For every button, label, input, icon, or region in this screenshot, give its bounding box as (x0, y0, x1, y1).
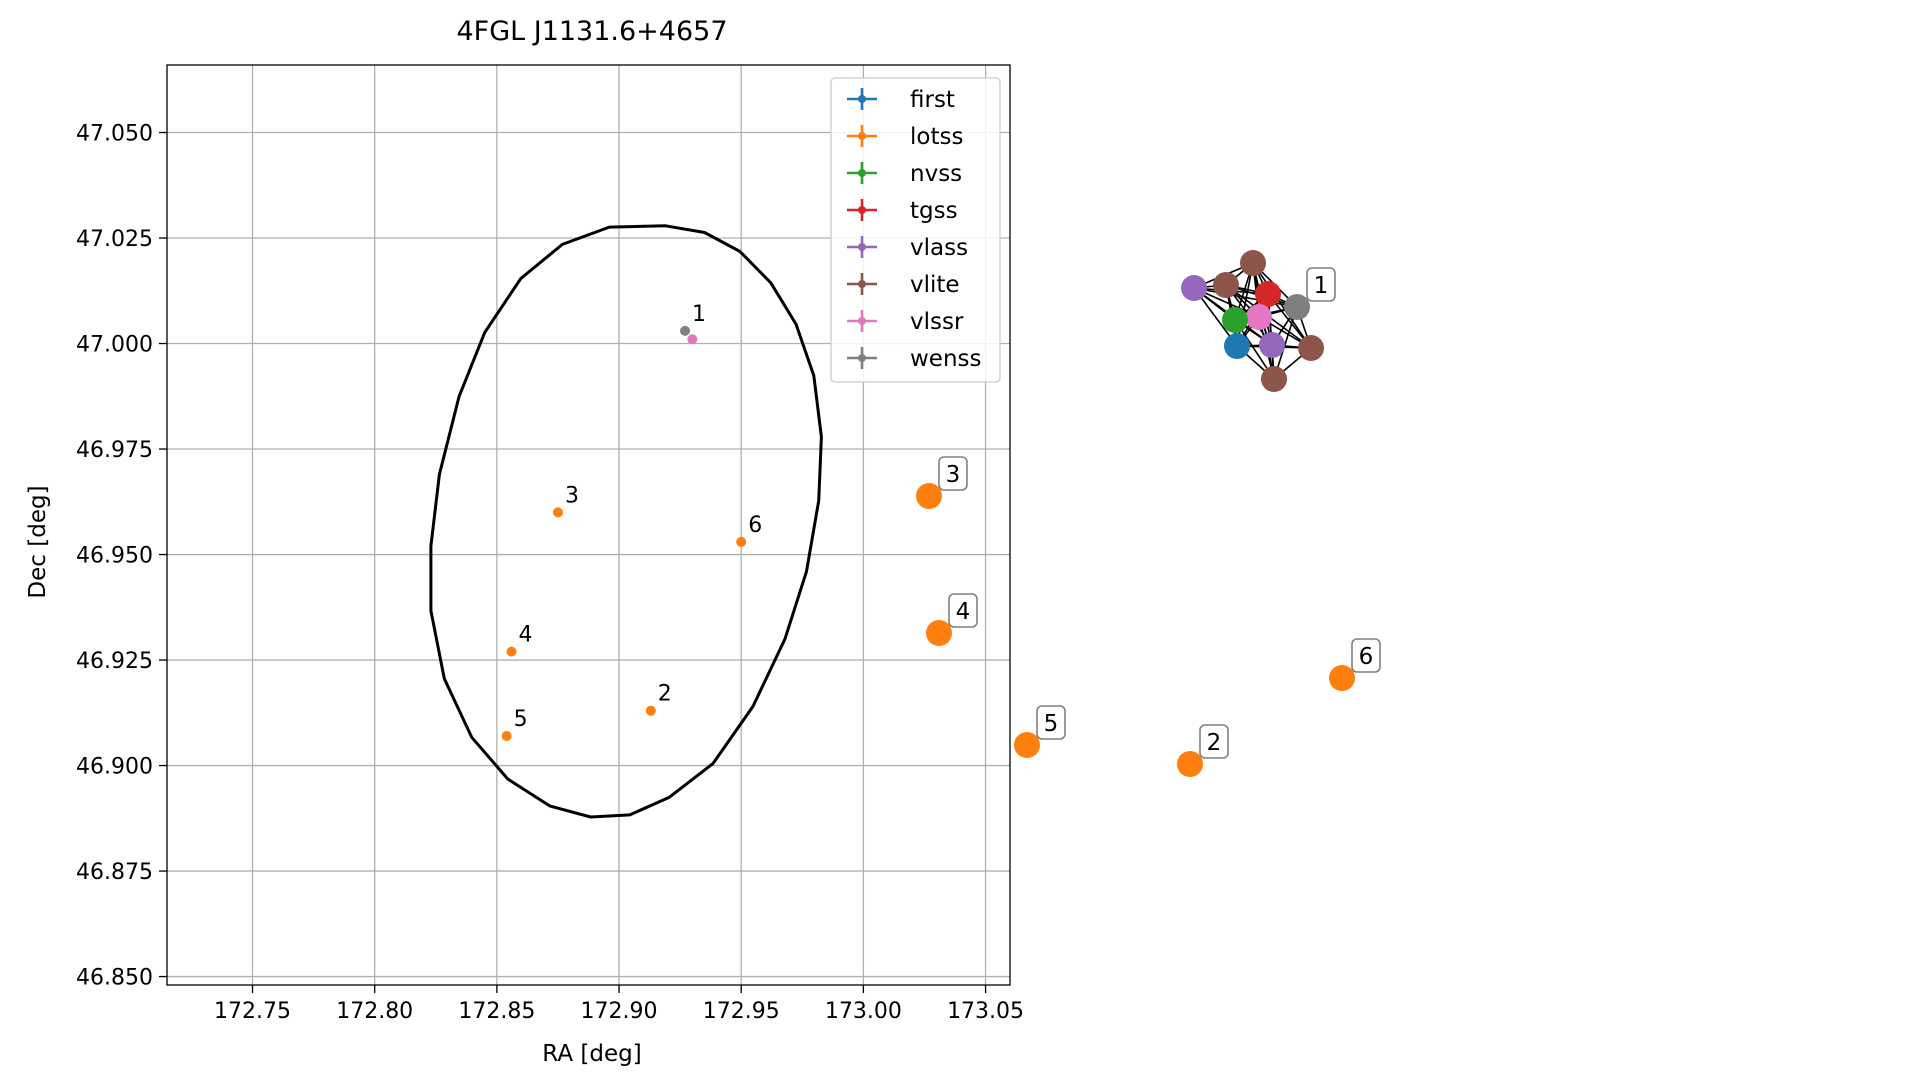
y-tick-label: 46.850 (76, 966, 153, 991)
node-label: 4 (956, 599, 971, 625)
y-axis-ticks: 46.850 46.875 46.900 46.925 46.950 46.975 47.0… (76, 122, 167, 991)
node-label: 6 (1359, 644, 1374, 670)
source-point-vlssr (687, 334, 697, 344)
scatter-points: 1 2 3 4 5 6 (502, 302, 763, 741)
uncertainty-ellipse (431, 226, 822, 817)
network-node-vlite (1298, 335, 1324, 361)
legend-marker-dot (858, 206, 866, 214)
network-node-first (1224, 333, 1250, 359)
scatter-plot: 1 2 3 4 5 6 172.75 172.80 172.85 172.90 172.95 173… (25, 16, 1024, 1067)
node-label: 2 (1207, 730, 1222, 756)
legend-marker-dot (858, 95, 866, 103)
network-node-wenss (1284, 294, 1310, 320)
y-tick-label: 46.900 (76, 755, 153, 780)
legend-label: vlass (910, 235, 968, 261)
network-node-vlssr (1246, 304, 1272, 330)
x-axis-ticks: 172.75 172.80 172.85 172.90 172.95 173.00 173.… (214, 985, 1024, 1024)
node-label: 1 (1314, 273, 1329, 299)
network-node-lotss (1177, 751, 1203, 777)
x-tick-label: 172.90 (581, 999, 658, 1024)
legend-marker-dot (858, 243, 866, 251)
x-tick-label: 173.05 (947, 999, 1024, 1024)
y-axis-label: Dec [deg] (25, 485, 51, 598)
source-point-lotss (502, 731, 512, 741)
y-tick-label: 46.950 (76, 544, 153, 569)
network-node-vlass (1181, 275, 1207, 301)
legend-label: tgss (910, 198, 958, 224)
legend-marker-dot (858, 280, 866, 288)
source-label: 2 (658, 682, 672, 707)
network-node-vlass (1259, 332, 1285, 358)
network-node-vlite (1213, 272, 1239, 298)
x-tick-label: 173.00 (825, 999, 902, 1024)
uncertainty-ellipse-layer (431, 226, 822, 817)
network-node-vlite (1261, 366, 1287, 392)
legend-marker-dot (858, 132, 866, 140)
legend-label: vlite (910, 272, 960, 298)
source-label: 1 (692, 302, 706, 327)
source-point-lotss (736, 537, 746, 547)
legend-label: wenss (910, 346, 982, 372)
source-label: 3 (565, 483, 579, 508)
legend-label: lotss (910, 124, 963, 150)
y-tick-label: 47.000 (76, 333, 153, 358)
legend-label: nvss (910, 161, 962, 187)
network-node-tgss (1255, 281, 1281, 307)
x-tick-label: 172.75 (214, 999, 291, 1024)
y-tick-label: 47.050 (76, 122, 153, 147)
legend-marker-dot (858, 169, 866, 177)
network-node-lotss (926, 620, 952, 646)
legend: first lotss nvss tgss vlass vlite vlssr wenss (831, 78, 1000, 382)
network-node-nvss (1222, 307, 1248, 333)
legend-marker-dot (858, 354, 866, 362)
y-tick-label: 46.925 (76, 649, 153, 674)
chart-title: 4FGL J1131.6+4657 (456, 16, 727, 47)
y-tick-label: 47.025 (76, 227, 153, 252)
source-label: 6 (748, 513, 762, 538)
source-point-lotss (553, 507, 563, 517)
network-node-lotss (1329, 665, 1355, 691)
source-point-lotss (646, 706, 656, 716)
x-tick-label: 172.85 (458, 999, 535, 1024)
source-label: 4 (519, 623, 533, 648)
network-node-lotss (1014, 732, 1040, 758)
source-label: 5 (514, 707, 528, 732)
legend-label: vlssr (910, 309, 964, 335)
x-tick-label: 172.95 (703, 999, 780, 1024)
node-label: 5 (1044, 711, 1059, 737)
legend-marker-dot (858, 317, 866, 325)
network-node-lotss (916, 483, 942, 509)
y-tick-label: 46.875 (76, 860, 153, 885)
node-label: 3 (946, 462, 961, 488)
network-node-vlite (1240, 250, 1266, 276)
x-tick-label: 172.80 (336, 999, 413, 1024)
source-point-wenss (680, 326, 690, 336)
y-tick-label: 46.975 (76, 438, 153, 463)
source-point-lotss (507, 647, 517, 657)
x-axis-label: RA [deg] (542, 1041, 641, 1067)
legend-label: first (910, 87, 955, 113)
